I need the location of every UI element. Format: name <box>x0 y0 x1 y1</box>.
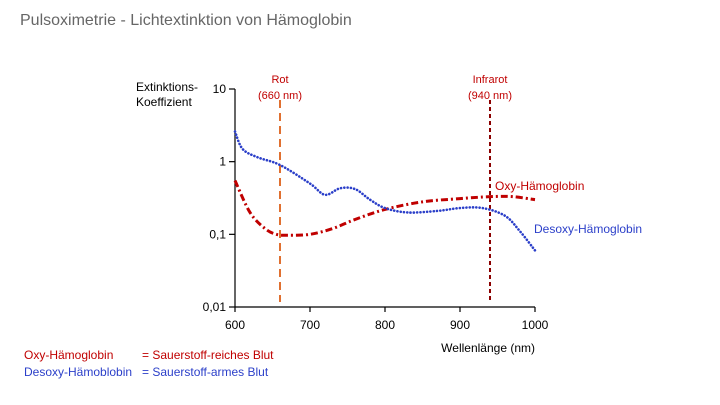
y-tick-label: 0,1 <box>209 227 226 241</box>
series-line-1 <box>233 130 537 252</box>
series-line-0 <box>233 179 536 237</box>
marker-label-1: Infrarot <box>473 74 508 86</box>
marker-sublabel-1: (940 nm) <box>468 90 512 102</box>
legend-deoxy: Desoxy-Hämoblobin = Sauerstoff-armes Blut <box>24 365 268 379</box>
legend-deoxy-desc: = Sauerstoff-armes Blut <box>142 365 269 379</box>
x-tick-label: 900 <box>450 318 470 332</box>
y-tick-label: 0,01 <box>203 300 227 314</box>
marker-label-0: Rot <box>271 74 288 86</box>
legend-oxy-name: Oxy-Hämoglobin <box>24 348 114 362</box>
y-axis-label-line1: Extinktions- <box>136 80 198 94</box>
legend-oxy-desc: = Sauerstoff-reiches Blut <box>142 348 274 362</box>
x-axis-label: Wellenlänge (nm) <box>441 341 535 355</box>
series-label-deoxy: Desoxy-Hämoglobin <box>534 222 642 236</box>
x-tick-label: 700 <box>300 318 320 332</box>
y-axis-label-line2: Koeffizient <box>136 95 192 109</box>
legend-oxy: Oxy-Hämoglobin = Sauerstoff-reiches Blut <box>24 348 274 362</box>
x-tick-label: 600 <box>225 318 245 332</box>
y-tick-label: 1 <box>219 155 226 169</box>
x-tick-label: 800 <box>375 318 395 332</box>
page-title: Pulsoximetrie - Lichtextinktion von Hämo… <box>20 12 352 29</box>
marker-sublabel-0: (660 nm) <box>258 90 302 102</box>
y-tick-label: 10 <box>213 82 227 96</box>
series-label-oxy: Oxy-Hämoglobin <box>495 179 584 193</box>
x-tick-label: 1000 <box>522 318 549 332</box>
legend-deoxy-name: Desoxy-Hämoblobin <box>24 365 133 379</box>
